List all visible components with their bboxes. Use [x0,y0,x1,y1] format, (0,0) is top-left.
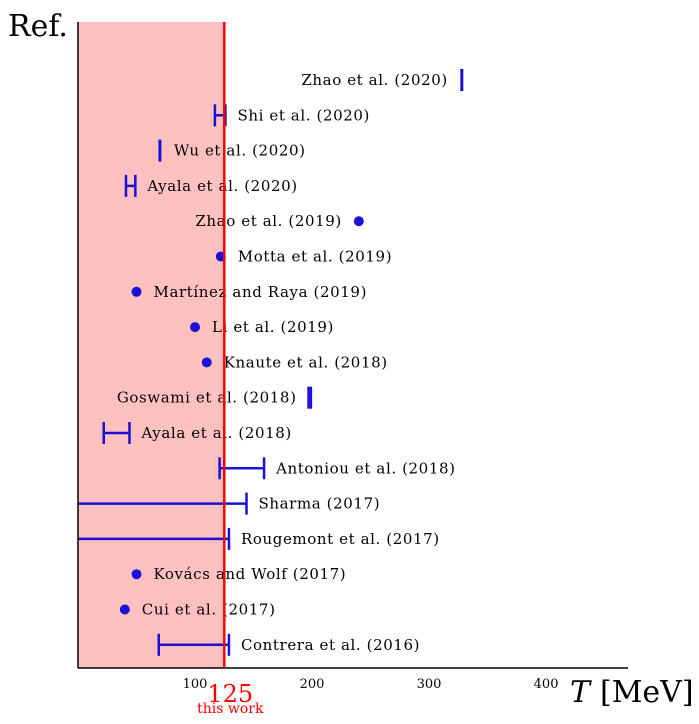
x-tick-label: 400 [534,677,559,692]
data-point [353,216,364,227]
entry-row: Sharma (2017) [78,492,381,515]
entry-row: Rougemont et al. (2017) [78,527,440,550]
entry-label: Martínez and Raya (2019) [154,283,368,301]
x-axis-label-symbol: T [570,675,592,710]
entry-label: Li et al. (2019) [212,318,334,336]
entry-label: Motta et al. (2019) [238,248,392,266]
entry-row: Ayala et al. (2018) [102,422,291,444]
data-point [119,604,130,615]
x-tick-label: 200 [300,677,325,692]
entry-label: Knaute et al. (2018) [224,353,388,371]
entry-row: Wu et al. (2020) [158,139,306,162]
x-tick-label: 100 [183,677,208,692]
x-axis-label-unit: [MeV] [600,675,694,710]
reference-sublabel: this work [197,701,264,717]
y-axis-label: Ref. [8,9,68,44]
entry-row: Zhao et al. (2020) [301,69,464,91]
entry-label: Shi et al. (2020) [237,106,370,124]
entry-label: Zhao et al. (2020) [301,71,447,89]
entry-label: Ayala et al. (2020) [146,177,297,195]
data-point [131,569,142,580]
entry-row: Zhao et al. (2019) [195,212,364,230]
x-tick-labels: 100 200 300 400 [183,677,559,692]
entry-row: Antoniou et al. (2018) [218,457,456,480]
x-tick-label: 300 [417,677,442,692]
data-point [201,357,212,368]
entry-label: Wu et al. (2020) [174,142,306,160]
entry-marks: Zhao et al. (2020) Shi et al. (2020) Wu et… [78,69,464,656]
entry-label: Sharma (2017) [259,495,381,513]
entry-row: Shi et al. (2020) [213,104,370,127]
entry-row: Motta et al. (2019) [215,248,392,266]
reference-band [78,22,225,668]
entry-row: Goswami et al. (2018) [117,386,313,409]
entry-row: Contrera et al. (2016) [157,633,420,656]
entry-row: Cui et al. (2017) [119,601,276,619]
entry-row: Martínez and Raya (2019) [131,283,368,301]
reference-value-label: 125 [207,680,253,708]
entry-label: Ayala et al. (2018) [140,424,291,442]
entry-row: Knaute et al. (2018) [201,353,388,371]
entry-row: Kovács and Wolf (2017) [131,565,347,583]
entry-row: Li et al. (2019) [190,318,334,336]
entry-row: Ayala et al. (2020) [124,174,297,197]
entry-label: Antoniou et al. (2018) [275,459,456,477]
entry-label: Goswami et al. (2018) [117,389,297,407]
entry-label: Rougemont et al. (2017) [241,530,440,548]
entry-label: Zhao et al. (2019) [195,212,341,230]
data-point [131,286,142,297]
data-point [190,322,201,333]
entry-label: Contrera et al. (2016) [241,636,420,654]
entry-label: Cui et al. (2017) [142,601,276,619]
entry-label: Kovács and Wolf (2017) [154,565,347,583]
